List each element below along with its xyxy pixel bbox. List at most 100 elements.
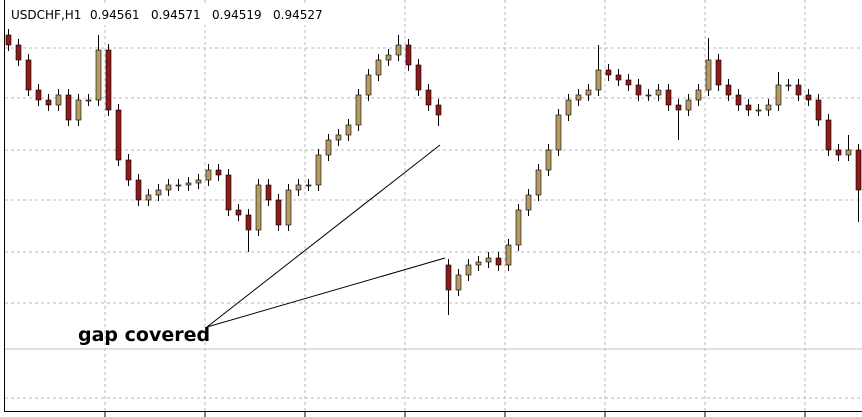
candle-body [635,84,642,96]
candle-body [65,94,72,121]
candle-body [445,264,452,291]
candle-body [505,244,512,266]
candle-body [355,94,362,126]
candle-body [155,189,162,196]
candle-body [515,209,522,246]
candle-body [385,54,392,61]
candle-body [375,59,382,76]
candle-body [815,99,822,121]
header-box [8,3,338,25]
candles [5,29,862,315]
candle-body [835,149,842,156]
candle-body [615,74,622,81]
candle-body [365,74,372,96]
candle-body [45,99,52,106]
candle-body [805,94,812,101]
candle-body [465,264,472,276]
header: USDCHF,H1 0.94561 0.94571 0.94519 0.9452… [8,3,338,25]
candle-body [225,174,232,211]
candle-body [755,109,762,112]
candle-body [535,169,542,196]
candle-body [415,64,422,91]
candle-body [745,104,752,111]
candle-body [845,149,852,156]
candle-body [295,184,302,191]
candle-body [775,84,782,106]
candle-body [435,104,442,116]
candle-body [595,69,602,91]
candle-body [735,94,742,106]
candle-body [235,209,242,216]
candle-body [105,49,112,111]
frame [4,0,862,417]
candle-body [715,59,722,86]
candle-body [245,214,252,231]
candle-body [425,89,432,106]
candle-body [725,84,732,96]
candle-body [265,184,272,201]
candle-body [455,274,462,291]
candle-body [85,99,92,102]
pointer-line [206,257,446,328]
candle-body [405,44,412,66]
candle-body [475,261,482,266]
candle-body [15,44,22,61]
candle-body [205,169,212,181]
candle-body [35,89,42,101]
candle-body [55,94,62,106]
candle-body [765,104,772,111]
annotation-lines [206,144,446,328]
candle-body [115,109,122,161]
candle-body [25,59,32,91]
candle-body [495,257,502,266]
candle-body [395,44,402,56]
candle-body [285,189,292,226]
candle-body [5,34,12,46]
candle-body [315,154,322,186]
pointer-line [206,144,441,328]
candle-body [175,184,182,187]
candle-body [555,114,562,151]
candle-body [565,99,572,116]
candle-body [195,179,202,184]
candle-body [675,104,682,111]
candle-body [695,89,702,101]
candle-body [135,179,142,201]
candle-body [825,119,832,151]
candle-body [645,94,652,97]
candle-body [325,139,332,156]
candle-body [705,59,712,91]
candle-body [95,49,102,101]
time-ticks [104,411,806,417]
candle-body [75,99,82,121]
candle-body [545,149,552,171]
candle-body [855,149,862,191]
header-value: 0.94527 [273,8,323,22]
candle-body [585,89,592,96]
candle-body [165,184,172,191]
candle-body [655,89,662,96]
annotation: gap covered [78,324,210,346]
candle-body [275,199,282,226]
candle-body [305,184,312,187]
candle-body [685,99,692,111]
candle-body [125,159,132,181]
candle-body [185,182,192,186]
candle-body [575,94,582,101]
header-symbol: USDCHF,H1 [11,8,81,22]
grid [5,0,862,411]
candle-body [255,184,262,231]
candle-body [485,257,492,263]
candle-body [145,194,152,201]
candle-body [785,84,792,87]
candle-body [605,69,612,76]
header-value: 0.94519 [212,8,262,22]
candle-body [525,194,532,211]
candle-body [665,89,672,106]
candle-body [795,84,802,96]
header-value: 0.94571 [151,8,201,22]
candle-body [215,169,222,176]
candle-body [335,134,342,141]
